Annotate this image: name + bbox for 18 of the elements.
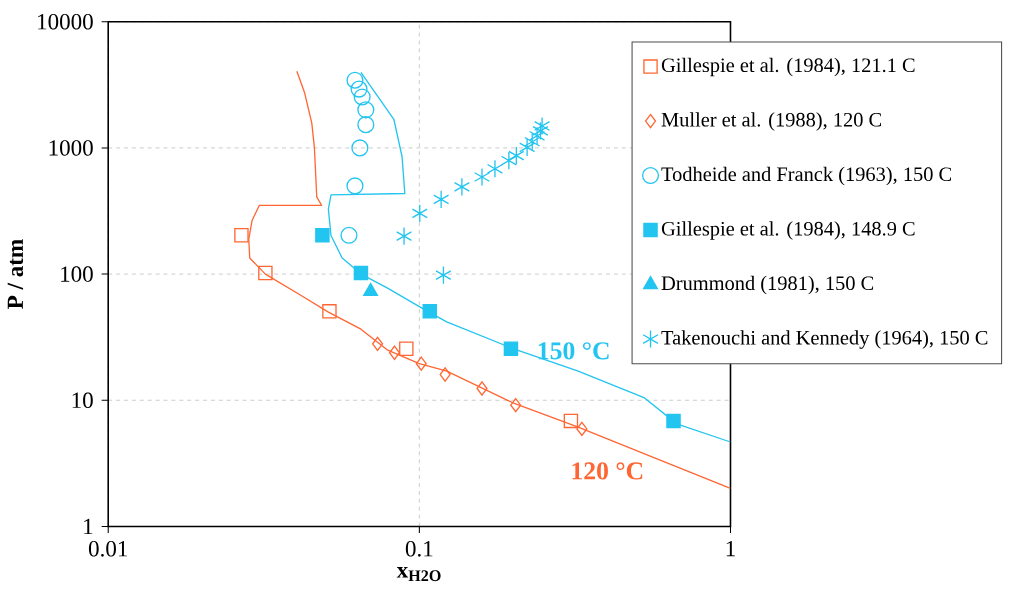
legend-label: Gillespie et al. (1984), 148.9 C xyxy=(661,221,915,240)
annotation: 120 °C xyxy=(572,462,643,480)
y-tick-label: 1000 xyxy=(49,140,93,156)
y-tick-label: 100 xyxy=(61,266,93,282)
legend-label: Drummond (1981), 150 C xyxy=(661,275,874,295)
legend-label: Gillespie et al. (1984), 121.1 C xyxy=(661,57,915,77)
legend-label: Takenouchi and Kennedy (1964), 150 C xyxy=(661,330,988,349)
x-tick-label: 1 xyxy=(726,541,735,557)
x-tick-label: 0.01 xyxy=(88,541,127,557)
y-tick-label: 1 xyxy=(84,518,93,535)
legend-label: Todheide and Franck (1963), 150 C xyxy=(661,166,952,186)
y-axis-title: P / atm xyxy=(7,239,24,309)
annotation: 150 °C xyxy=(538,342,609,360)
y-tick-label: 10 xyxy=(72,392,93,409)
legend-label: Muller et al. (1988), 120 C xyxy=(661,112,882,131)
y-tick-label: 10000 xyxy=(38,14,93,30)
x-axis-title: x$_{H2O}$ xyxy=(396,567,441,582)
x-tick-label: 0.1 xyxy=(405,541,433,557)
